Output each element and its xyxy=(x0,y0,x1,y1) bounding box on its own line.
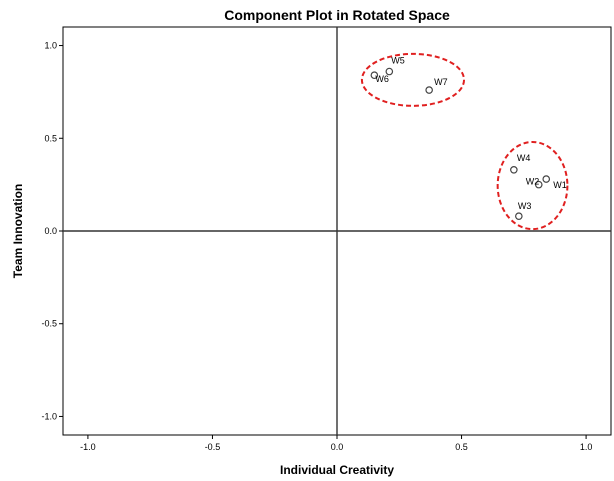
cluster-ellipse-1 xyxy=(360,52,466,107)
point-label-w1: W1 xyxy=(553,180,567,190)
y-tick-label: -1.0 xyxy=(41,411,57,421)
chart-title: Component Plot in Rotated Space xyxy=(224,7,450,23)
x-tick-label: 0.0 xyxy=(331,442,344,452)
point-w5 xyxy=(385,67,394,76)
x-tick-label: -0.5 xyxy=(205,442,221,452)
x-tick-label: 1.0 xyxy=(580,442,593,452)
point-label-w7: W7 xyxy=(434,77,448,87)
y-tick-label: 0.0 xyxy=(44,226,57,236)
x-tick-label: 0.5 xyxy=(455,442,468,452)
point-label-w3: W3 xyxy=(518,201,532,211)
point-label-w2: W2 xyxy=(526,177,540,187)
y-axis-title: Team Innovation xyxy=(11,184,25,278)
point-w1 xyxy=(542,175,551,183)
point-label-w6: W6 xyxy=(375,74,389,84)
y-axis-ticks: -1.0 -0.5 0.0 0.5 1.0 xyxy=(41,41,63,421)
y-tick-label: 1.0 xyxy=(44,41,57,51)
reference-lines xyxy=(63,27,611,435)
x-axis-title: Individual Creativity xyxy=(280,463,394,477)
cluster-annotations xyxy=(360,52,569,231)
y-tick-label: 0.5 xyxy=(44,133,57,143)
x-tick-label: -1.0 xyxy=(80,442,96,452)
y-tick-label: -0.5 xyxy=(41,319,57,329)
point-w2 xyxy=(534,180,543,189)
point-w7 xyxy=(425,86,433,94)
point-label-w4: W4 xyxy=(517,153,531,163)
point-label-w5: W5 xyxy=(391,56,405,66)
point-w4 xyxy=(510,166,518,174)
x-axis-ticks: -1.0 -0.5 0.0 0.5 1.0 xyxy=(80,435,592,452)
point-w3 xyxy=(515,212,523,220)
cluster-ellipse-2 xyxy=(496,140,569,231)
point-w6 xyxy=(370,71,379,80)
